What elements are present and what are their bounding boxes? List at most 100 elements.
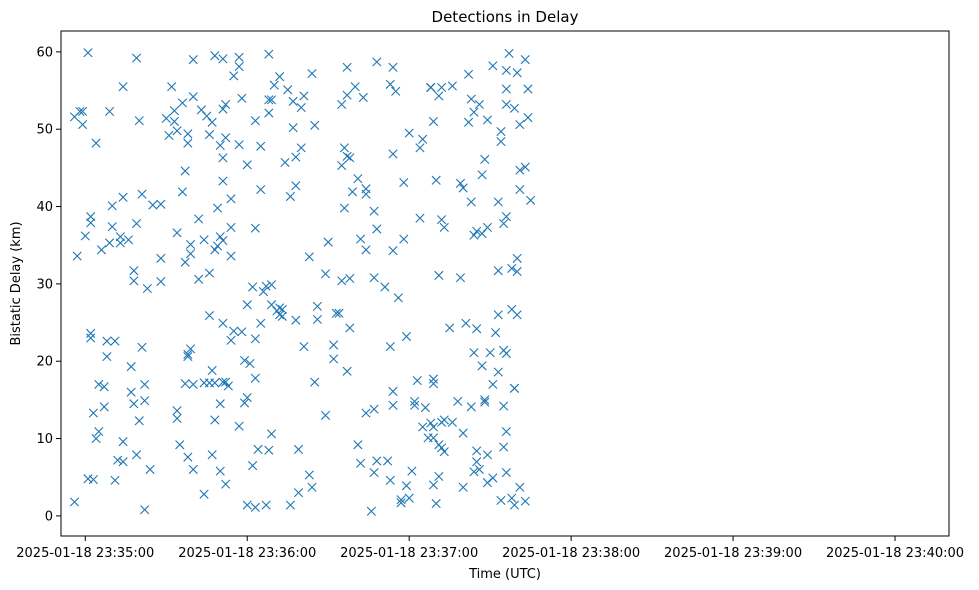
data-point-marker [488, 61, 498, 71]
data-point-marker [169, 116, 179, 127]
data-point-marker [304, 470, 314, 480]
data-point-marker [115, 238, 125, 248]
data-point-marker [172, 228, 182, 238]
data-point-marker [388, 246, 398, 256]
data-point-marker [86, 333, 96, 343]
data-point-marker [299, 341, 309, 352]
data-point-marker [75, 106, 85, 117]
data-point-marker [320, 269, 331, 279]
data-point-marker [458, 183, 468, 193]
data-point-marker [261, 281, 271, 291]
data-point-marker [218, 54, 228, 64]
data-point-marker [137, 342, 147, 352]
data-point-marker [428, 480, 439, 490]
data-point-marker [329, 340, 339, 350]
data-point-marker [248, 461, 258, 471]
data-point-marker [172, 413, 182, 424]
data-point-marker [218, 153, 228, 163]
data-point-marker [210, 415, 220, 425]
data-point-marker [426, 82, 436, 93]
data-point-marker [107, 222, 117, 232]
data-point-marker [140, 379, 150, 390]
data-point-marker [275, 303, 285, 313]
data-point-marker [175, 440, 185, 450]
data-point-marker [215, 140, 225, 151]
data-point-marker [83, 48, 93, 58]
data-point-marker [167, 82, 177, 92]
data-point-marker [180, 257, 190, 267]
plot-area-frame [60, 30, 950, 537]
data-point-marker [404, 128, 414, 138]
data-point-marker [248, 282, 258, 292]
data-point-marker [380, 282, 390, 292]
data-point-marker [140, 396, 150, 406]
data-point-marker [431, 498, 441, 509]
data-point-marker [223, 381, 233, 391]
data-point-marker [488, 379, 498, 390]
data-point-marker [482, 115, 493, 125]
data-point-marker [455, 178, 466, 188]
data-point-marker [501, 212, 511, 222]
data-point-marker [455, 273, 466, 283]
data-point-marker [118, 192, 128, 202]
data-point-marker [134, 116, 144, 126]
data-point-marker [480, 397, 490, 407]
data-point-marker [428, 379, 439, 389]
data-point-marker [239, 355, 250, 366]
data-point-marker [172, 406, 182, 416]
data-point-marker [242, 500, 252, 510]
data-point-marker [288, 96, 298, 106]
data-point-marker [439, 222, 449, 233]
data-point-marker [275, 310, 285, 320]
x-axis-label: Time (UTC) [468, 567, 541, 582]
data-point-marker [501, 348, 511, 359]
y-tick-label: 60 [36, 45, 53, 60]
y-tick-label: 50 [36, 123, 53, 138]
data-point-marker [329, 354, 339, 364]
data-point-marker [396, 495, 406, 505]
y-axis-label: Bistatic Delay (km) [9, 221, 24, 345]
data-point-marker [428, 116, 439, 127]
data-point-marker [436, 82, 447, 93]
data-point-marker [283, 85, 293, 95]
data-point-marker [509, 500, 520, 510]
data-point-marker [218, 104, 228, 114]
data-point-marker [356, 458, 366, 468]
data-point-marker [156, 276, 166, 287]
data-point-marker [215, 466, 225, 476]
data-point-marker [250, 116, 260, 126]
data-point-marker [183, 129, 193, 139]
data-point-marker [466, 402, 476, 412]
data-point-marker [148, 200, 158, 210]
data-point-marker [91, 433, 101, 444]
data-point-marker [472, 324, 482, 334]
data-point-marker [493, 266, 503, 276]
data-point-marker [428, 422, 439, 432]
data-point-marker [393, 293, 403, 303]
data-point-marker [183, 349, 193, 359]
data-point-marker [264, 95, 274, 105]
data-point-marker [269, 80, 279, 90]
data-point-marker [88, 474, 98, 485]
data-point-marker [385, 341, 395, 352]
data-point-marker [177, 187, 188, 197]
data-point-marker [418, 422, 428, 432]
data-point-marker [221, 479, 231, 489]
data-point-marker [218, 377, 228, 387]
data-point-marker [320, 410, 331, 420]
data-point-marker [488, 473, 498, 483]
data-point-marker [102, 336, 112, 346]
data-point-marker [188, 55, 198, 65]
data-point-marker [461, 318, 471, 328]
data-point-marker [264, 49, 274, 59]
data-point-marker [512, 266, 522, 277]
data-point-marker [509, 383, 520, 393]
data-point-marker [474, 99, 484, 110]
data-point-marker [383, 456, 393, 466]
data-point-marker [234, 52, 244, 62]
data-point-marker [226, 222, 236, 233]
data-point-marker [385, 475, 395, 485]
data-point-marker [221, 99, 231, 110]
data-point-marker [107, 201, 117, 211]
